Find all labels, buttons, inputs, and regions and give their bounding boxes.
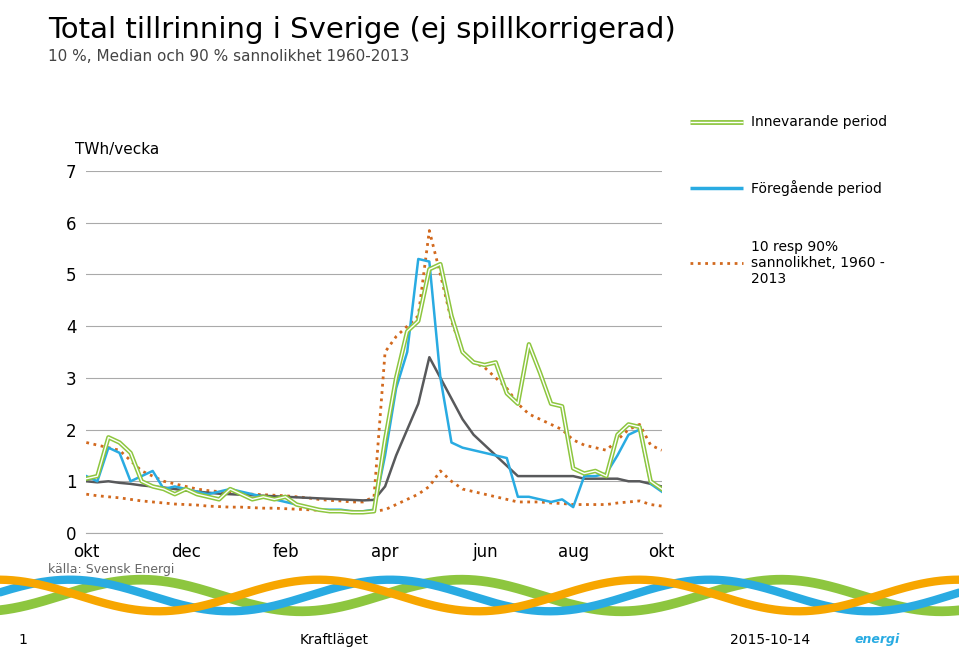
Text: 10 %, Median och 90 % sannolikhet 1960-2013: 10 %, Median och 90 % sannolikhet 1960-2…	[48, 49, 409, 64]
Text: 1: 1	[18, 633, 27, 647]
Text: TWh/vecka: TWh/vecka	[75, 141, 159, 157]
Text: 2015-10-14: 2015-10-14	[730, 633, 810, 647]
Text: 10 resp 90%
sannolikhet, 1960 -
2013: 10 resp 90% sannolikhet, 1960 - 2013	[751, 240, 884, 286]
Text: Total tillrinning i Sverige (ej spillkorrigerad): Total tillrinning i Sverige (ej spillkor…	[48, 16, 676, 45]
Text: Innevarande period: Innevarande period	[751, 114, 887, 129]
Text: Föregående period: Föregående period	[751, 180, 881, 195]
Text: energi: energi	[854, 633, 900, 646]
Text: källa: Svensk Energi: källa: Svensk Energi	[48, 563, 175, 576]
Text: Kraftläget: Kraftläget	[300, 633, 369, 647]
